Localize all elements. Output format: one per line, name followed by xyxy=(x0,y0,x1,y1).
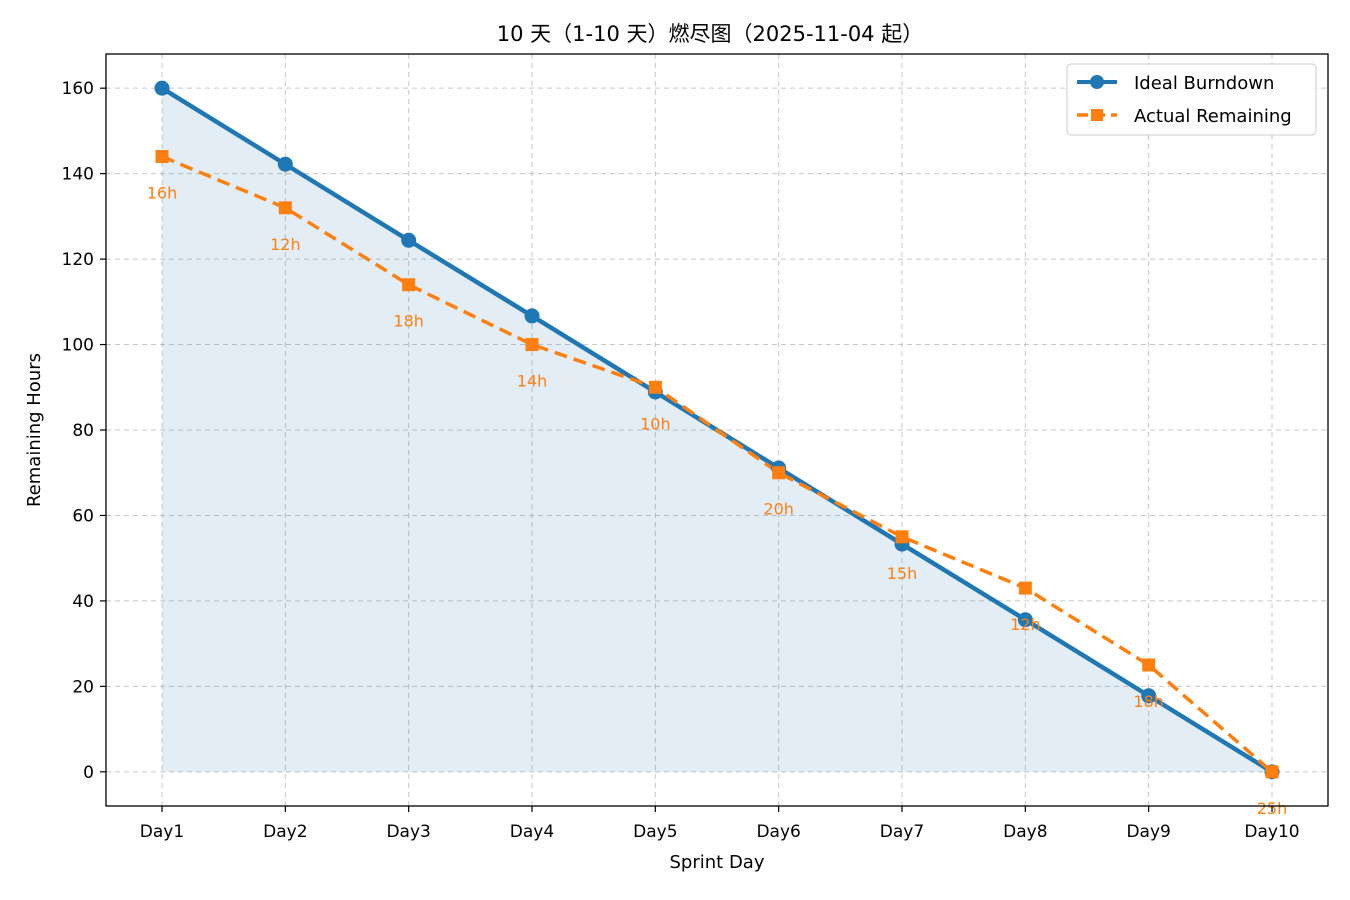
delta-label: 12h xyxy=(270,235,301,254)
ideal-point xyxy=(277,156,293,172)
delta-label: 18h xyxy=(1133,692,1164,711)
delta-label: 18h xyxy=(393,312,424,331)
ideal-point xyxy=(524,308,540,324)
y-tick-label: 20 xyxy=(72,677,94,697)
x-tick-label: Day7 xyxy=(880,822,924,842)
y-tick-label: 40 xyxy=(72,592,94,612)
x-tick-label: Day2 xyxy=(263,822,307,842)
y-tick-label: 80 xyxy=(72,421,94,441)
legend-ideal-label: Ideal Burndown xyxy=(1134,73,1274,94)
y-tick-label: 160 xyxy=(62,79,94,99)
actual-point xyxy=(1265,765,1279,779)
x-tick-label: Day5 xyxy=(633,822,677,842)
y-axis-ticks: 0 20 40 60 80 100 120 140 160 xyxy=(62,79,106,783)
series-lines xyxy=(160,86,1274,774)
y-tick-label: 140 xyxy=(62,165,94,185)
actual-point xyxy=(525,338,539,352)
legend-ideal-marker xyxy=(1090,75,1104,89)
actual-point xyxy=(772,466,786,480)
legend: Ideal Burndown Actual Remaining xyxy=(1066,63,1317,136)
y-tick-label: 60 xyxy=(72,506,94,526)
chart-title: 10 天（1-10 天）燃尽图（2025-11-04 起） xyxy=(497,22,923,46)
y-tick-label: 120 xyxy=(62,250,94,270)
x-tick-label: Day1 xyxy=(140,822,184,842)
legend-box xyxy=(1066,63,1317,136)
y-tick-label: 100 xyxy=(62,336,94,356)
actual-point xyxy=(155,150,169,164)
x-axis-ticks: Day1 Day2 Day3 Day4 Day5 Day6 Day7 Day8 Day9 Day1… xyxy=(140,806,1300,842)
actual-remaining-line xyxy=(161,154,1274,774)
delta-label: 14h xyxy=(517,372,548,391)
ideal-point xyxy=(401,232,417,248)
actual-point xyxy=(402,278,416,292)
series-markers xyxy=(154,80,1280,780)
delta-label: 15h xyxy=(887,564,918,583)
actual-point xyxy=(1142,658,1156,672)
delta-label: 16h xyxy=(147,184,178,203)
delta-label: 20h xyxy=(763,500,794,519)
ideal-point xyxy=(1017,612,1033,628)
x-tick-label: Day6 xyxy=(756,822,800,842)
delta-label: 10h xyxy=(640,414,671,433)
legend-actual-label: Actual Remaining xyxy=(1134,106,1292,127)
x-tick-label: Day3 xyxy=(386,822,430,842)
x-tick-label: Day4 xyxy=(510,822,554,842)
actual-point xyxy=(278,201,292,215)
actual-point xyxy=(648,380,662,394)
ideal-point xyxy=(154,80,170,96)
actual-point xyxy=(1018,581,1032,595)
x-tick-label: Day9 xyxy=(1126,822,1170,842)
delta-label: 12h xyxy=(1010,615,1041,634)
y-axis-title: Remaining Hours xyxy=(24,353,45,507)
actual-point xyxy=(895,530,909,544)
legend-actual-marker xyxy=(1091,109,1103,121)
x-tick-label: Day8 xyxy=(1003,822,1047,842)
x-tick-label: Day10 xyxy=(1244,822,1299,842)
ideal-point xyxy=(1141,688,1157,704)
y-tick-label: 0 xyxy=(83,763,94,783)
x-axis-title: Sprint Day xyxy=(670,852,765,873)
